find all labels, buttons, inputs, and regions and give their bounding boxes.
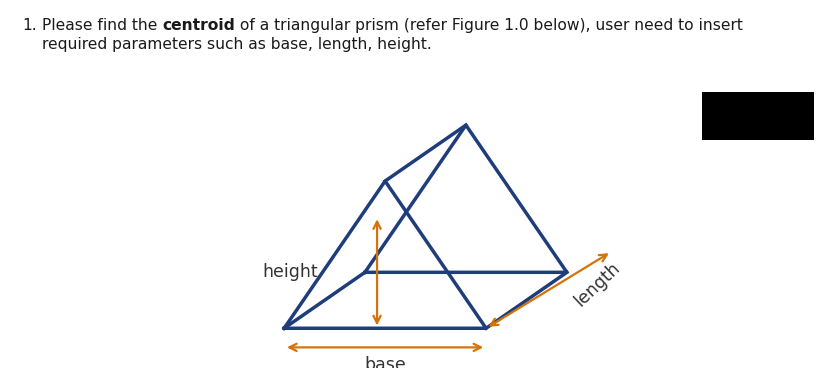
Text: length: length <box>570 258 623 310</box>
Text: centroid: centroid <box>162 18 235 33</box>
Text: 1.: 1. <box>22 18 36 33</box>
Bar <box>701 92 813 140</box>
Text: base: base <box>364 356 405 368</box>
Text: Please find the: Please find the <box>42 18 162 33</box>
Text: height: height <box>262 263 318 281</box>
Text: required parameters such as base, length, height.: required parameters such as base, length… <box>42 37 431 52</box>
Text: of a triangular prism (refer Figure 1.0 below), user need to insert: of a triangular prism (refer Figure 1.0 … <box>235 18 742 33</box>
